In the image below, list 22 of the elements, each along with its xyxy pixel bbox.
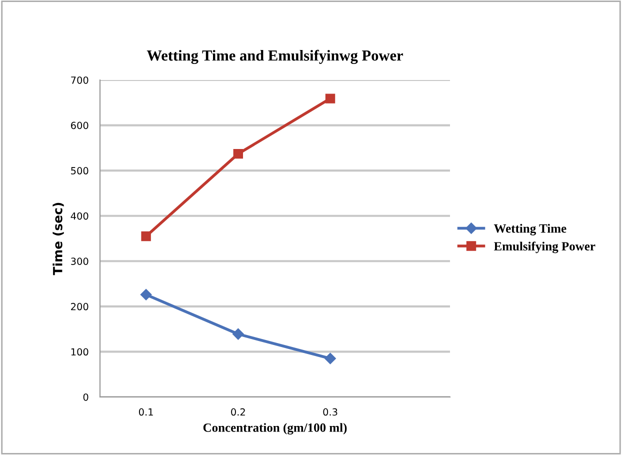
- y-tick-label: 300: [71, 258, 88, 265]
- y-tick-label: 500: [71, 167, 88, 174]
- point: [141, 231, 151, 242]
- point: [325, 94, 336, 104]
- point: [233, 148, 244, 159]
- x-axis-title: Concentration (gm/100 ml): [203, 423, 347, 435]
- legend-label: Emulsifying Power: [494, 242, 596, 254]
- y-axis-title: Time (sec): [52, 202, 64, 276]
- y-tick-label: 700: [71, 76, 88, 84]
- point: [140, 289, 152, 300]
- legend-label: Wetting Time: [494, 224, 566, 236]
- y-tick-label: 400: [70, 212, 88, 220]
- x-tick-label: 0.2: [231, 408, 245, 416]
- point: [232, 328, 244, 340]
- y-tick-label: 200: [71, 302, 88, 310]
- y-tick-label: 600: [71, 122, 88, 130]
- y-tick-label: 0: [83, 393, 88, 401]
- x-tick-label: 0.1: [138, 408, 153, 416]
- point: [324, 352, 336, 364]
- y-tick-label: 100: [71, 348, 88, 356]
- chart-title: Wetting Time and Emulsifyinwg Power: [146, 50, 403, 64]
- x-tick-label: 0.3: [323, 408, 338, 416]
